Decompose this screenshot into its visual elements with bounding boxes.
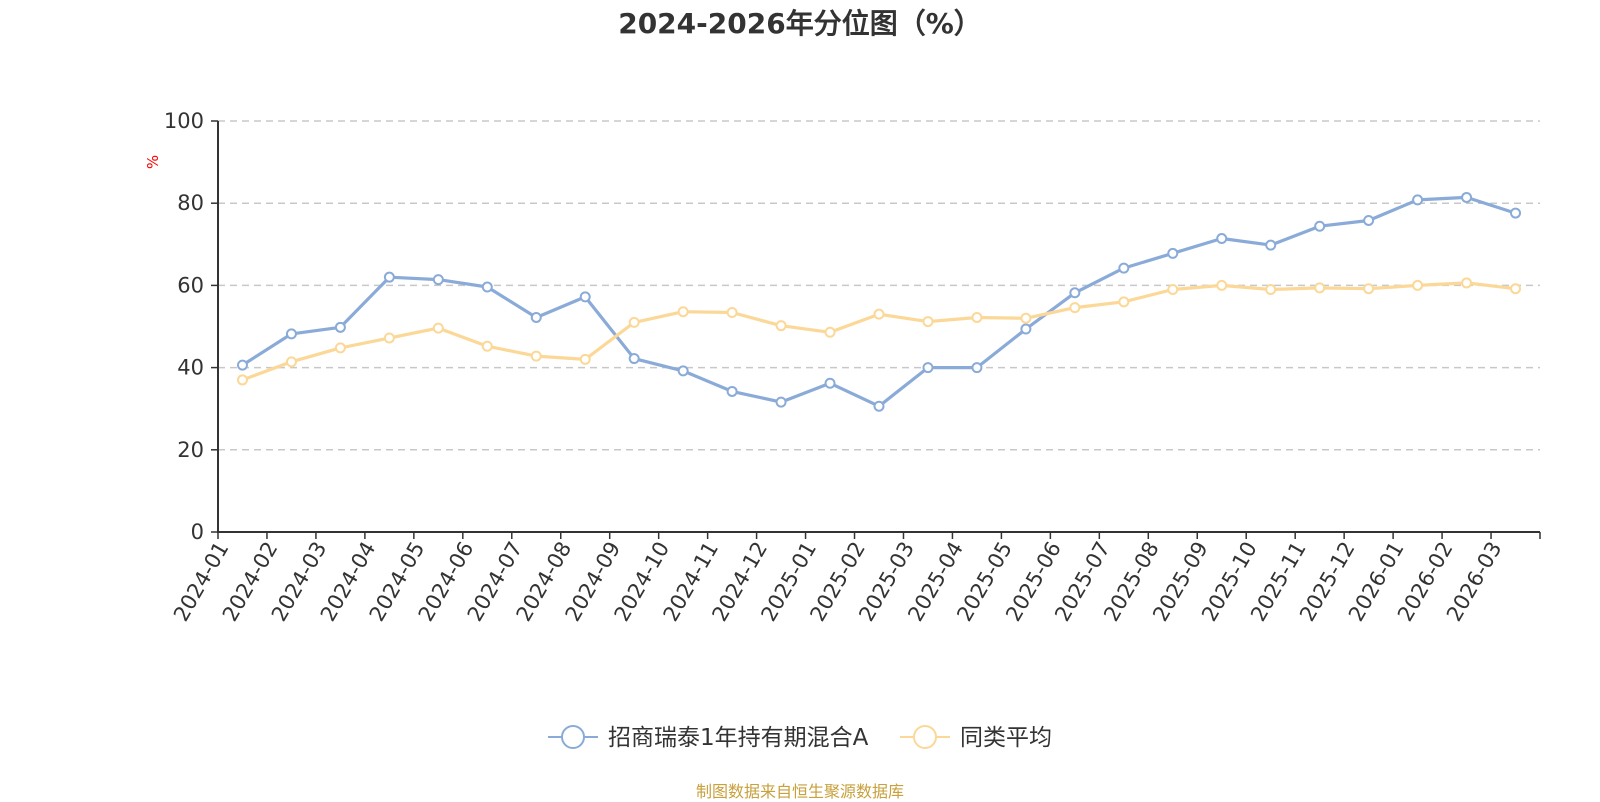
data-point-0[interactable] — [824, 377, 836, 389]
data-point-0[interactable] — [1216, 233, 1228, 245]
data-point-0[interactable] — [1265, 239, 1277, 251]
y-tick-label: 100 — [164, 109, 204, 133]
y-tick-label: 40 — [177, 356, 204, 380]
data-point-0[interactable] — [285, 328, 297, 340]
data-point-1[interactable] — [726, 307, 738, 319]
y-tick-label: 60 — [177, 273, 204, 297]
data-point-1[interactable] — [922, 316, 934, 328]
y-axis-unit-label: % — [144, 155, 162, 169]
data-point-1[interactable] — [236, 374, 248, 386]
data-point-0[interactable] — [1020, 323, 1032, 335]
data-point-1[interactable] — [628, 316, 640, 328]
data-point-0[interactable] — [1363, 214, 1375, 226]
data-point-0[interactable] — [1118, 262, 1130, 274]
data-point-1[interactable] — [775, 320, 787, 332]
data-point-1[interactable] — [481, 340, 493, 352]
data-point-1[interactable] — [677, 306, 689, 318]
data-point-1[interactable] — [1412, 279, 1424, 291]
source-note: 制图数据来自恒生聚源数据库 — [695, 782, 904, 801]
data-point-1[interactable] — [1314, 282, 1326, 294]
data-point-1[interactable] — [1020, 312, 1032, 324]
chart-title: 2024-2026年分位图（%） — [618, 7, 982, 40]
axes: 0204060801002024-012024-022024-032024-04… — [164, 109, 1541, 625]
data-point-0[interactable] — [334, 321, 346, 333]
data-point-0[interactable] — [1510, 207, 1522, 219]
data-point-1[interactable] — [285, 356, 297, 368]
grid-lines — [218, 120, 1540, 451]
data-point-1[interactable] — [1461, 277, 1473, 289]
data-point-0[interactable] — [1314, 220, 1326, 232]
data-point-0[interactable] — [726, 385, 738, 397]
y-tick-label: 20 — [177, 438, 204, 462]
y-tick-label: 80 — [177, 191, 204, 215]
data-point-0[interactable] — [432, 274, 444, 286]
data-point-0[interactable] — [579, 291, 591, 303]
data-point-0[interactable] — [1412, 194, 1424, 206]
y-tick-label: 0 — [191, 520, 204, 544]
data-point-1[interactable] — [971, 311, 983, 323]
series-lines — [236, 191, 1522, 412]
legend-label: 同类平均 — [960, 725, 1052, 751]
data-point-0[interactable] — [1461, 191, 1473, 203]
data-point-1[interactable] — [383, 332, 395, 344]
data-point-1[interactable] — [1216, 279, 1228, 291]
data-point-1[interactable] — [1265, 284, 1277, 296]
data-point-0[interactable] — [1069, 287, 1081, 299]
legend-label: 招商瑞泰1年持有期混合A — [608, 725, 869, 751]
data-point-0[interactable] — [383, 271, 395, 283]
legend-item-0[interactable]: 招商瑞泰1年持有期混合A — [548, 725, 869, 751]
data-point-1[interactable] — [579, 353, 591, 365]
data-point-0[interactable] — [530, 311, 542, 323]
data-point-0[interactable] — [971, 362, 983, 374]
legend-item-1[interactable]: 同类平均 — [900, 725, 1052, 751]
data-point-0[interactable] — [1167, 247, 1179, 259]
data-point-1[interactable] — [873, 308, 885, 320]
data-point-1[interactable] — [334, 342, 346, 354]
data-point-0[interactable] — [922, 362, 934, 374]
data-point-1[interactable] — [1069, 302, 1081, 314]
data-point-0[interactable] — [873, 400, 885, 412]
data-point-1[interactable] — [1510, 283, 1522, 295]
data-point-1[interactable] — [1363, 283, 1375, 295]
data-point-0[interactable] — [236, 359, 248, 371]
data-point-1[interactable] — [1167, 284, 1179, 296]
data-point-0[interactable] — [628, 353, 640, 365]
legend-circle-icon — [913, 725, 937, 749]
data-point-1[interactable] — [824, 326, 836, 338]
data-point-1[interactable] — [1118, 296, 1130, 308]
data-point-0[interactable] — [775, 396, 787, 408]
data-point-0[interactable] — [481, 281, 493, 293]
legend-circle-icon — [561, 725, 585, 749]
data-point-1[interactable] — [530, 350, 542, 362]
legend[interactable]: 招商瑞泰1年持有期混合A 同类平均 — [548, 725, 1052, 751]
series-line-1 — [241, 281, 1516, 382]
data-point-1[interactable] — [432, 322, 444, 334]
data-point-0[interactable] — [677, 365, 689, 377]
